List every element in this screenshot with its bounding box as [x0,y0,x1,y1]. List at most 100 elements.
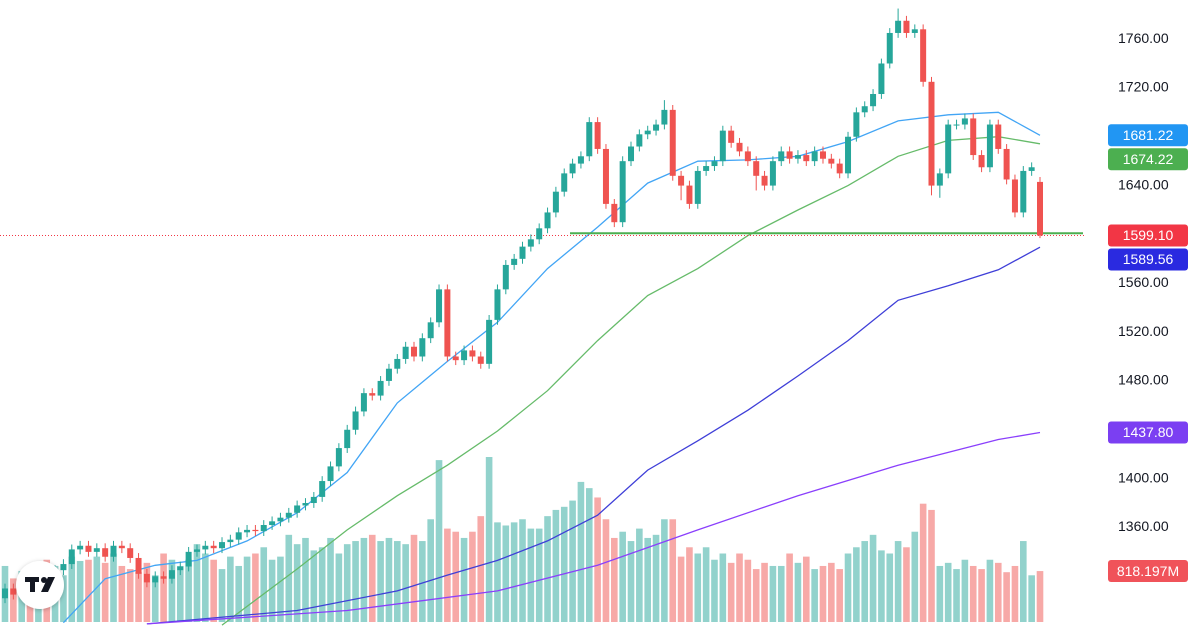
price-tag [1108,248,1188,271]
volume-bar [636,528,643,622]
candle-body [1037,181,1043,236]
volume-bar [535,528,543,622]
candle-body [68,549,75,565]
candle-body [436,289,443,323]
candle-body [477,356,484,364]
candle-body [661,109,668,125]
candle-body [1020,170,1027,213]
volume-bar [744,559,752,622]
candle-body [285,512,292,518]
volume-bar [343,544,351,622]
volume-bar [569,500,576,622]
candle-body [193,549,200,552]
candle-body [110,545,117,557]
candle-body [93,548,100,552]
candle-body [628,146,635,162]
candle-body [986,124,993,168]
volume-bar [886,553,894,622]
price-tag [1108,421,1188,444]
y-tick-label: 1400.00 [1118,469,1169,485]
volume-bar [677,556,685,622]
moving-average-line [62,111,1041,624]
volume-bar [811,569,818,622]
volume-bar [752,569,760,622]
candle-body [118,545,125,549]
volume-bar [552,509,560,622]
volume-bar [1028,575,1035,622]
volume-bar [544,516,551,622]
volume-bar [76,560,84,622]
candle-body [703,166,710,171]
volume-bar [260,547,268,622]
candle-body [669,109,676,176]
volume-bar [627,541,635,622]
candle-body [135,557,142,574]
volume-bar [502,525,510,622]
volume-bar [928,509,935,622]
volume-bar [227,556,234,622]
candle-body [227,539,234,543]
volume-bar [452,531,460,622]
candle-body [219,542,226,549]
volume-bar [585,488,593,622]
candle-body [611,203,618,223]
volume-bar [527,528,535,622]
candle-body [828,158,835,164]
candle-body [536,228,543,240]
candle-body [619,161,626,223]
candle-body [711,161,718,167]
candle-body [202,545,209,550]
y-tick-label: 1480.00 [1118,372,1169,388]
volume-bar [360,537,368,622]
candle-body [185,551,192,567]
price-tag [1108,124,1188,147]
candle-body [744,151,751,162]
moving-average-line [146,246,1041,625]
candle-body [127,548,134,558]
volume-bar [652,534,660,622]
volume-bar [118,565,126,622]
volume-bar [460,537,468,622]
volume-bar [944,562,952,622]
volume-bar [953,569,960,622]
volume-bar [519,519,526,622]
candle-body [686,185,693,204]
volume-bar [577,481,585,622]
price-tag-label: 1681.22 [1123,127,1174,143]
candle-body [252,529,259,532]
logo-shape [41,577,47,583]
volume-bar [469,531,476,622]
plot-area [0,8,1085,626]
volume-bar [302,537,309,622]
candle-body [786,151,793,159]
volume-bar [828,562,835,622]
volume-bar [969,565,977,622]
candle-body [769,161,776,186]
candle-body [602,148,609,204]
volume-bar [719,553,727,622]
candle-body [235,532,242,540]
volume-bar [252,553,259,622]
candle-body [152,576,159,583]
candle-body [244,529,251,533]
volume-bar [844,553,852,622]
candle-body [260,525,267,532]
candle-body [402,346,409,359]
volume-bar [994,562,1002,622]
volume-bar [786,553,793,622]
volume-bar [894,541,902,622]
volume-bar [485,457,493,622]
volume-bar [402,544,409,622]
volume-bar [702,547,710,622]
candle-body [836,163,843,174]
volume-bar [202,553,209,622]
volume-bar [1011,565,1019,622]
candle-body [870,94,877,107]
volume-bar [853,547,860,622]
volume-bar [936,565,944,622]
candle-body [778,151,785,162]
candle-body [444,289,451,357]
volume-bar [510,522,518,622]
volume-bar [919,503,927,622]
candle-body [853,112,860,137]
